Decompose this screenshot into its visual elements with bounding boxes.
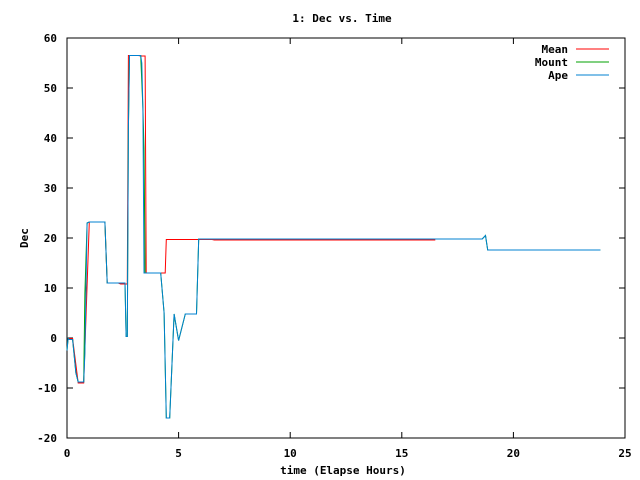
chart-title: 1: Dec vs. Time bbox=[292, 12, 392, 25]
x-tick-label: 25 bbox=[618, 447, 631, 460]
series-line-ape bbox=[66, 55, 601, 419]
plot-frame bbox=[66, 37, 626, 439]
series-lines bbox=[66, 55, 601, 419]
y-tick-label: -10 bbox=[37, 382, 57, 395]
legend-label: Ape bbox=[548, 69, 568, 82]
y-axis: -20 -10 0 10 20 30 40 50 60 bbox=[37, 32, 625, 445]
y-tick-label: 30 bbox=[44, 182, 57, 195]
y-tick-label: 50 bbox=[44, 82, 57, 95]
x-tick-label: 15 bbox=[395, 447, 408, 460]
x-axis: 0 5 10 15 20 25 bbox=[64, 38, 632, 460]
legend-label: Mean bbox=[542, 43, 569, 56]
x-tick-label: 20 bbox=[507, 447, 520, 460]
y-tick-label: -20 bbox=[37, 432, 57, 445]
y-tick-label: 40 bbox=[44, 132, 57, 145]
x-tick-label: 10 bbox=[284, 447, 297, 460]
x-tick-label: 0 bbox=[64, 447, 71, 460]
y-tick-label: 60 bbox=[44, 32, 57, 45]
x-axis-label: time (Elapse Hours) bbox=[280, 464, 406, 477]
y-axis-label: Dec bbox=[18, 228, 31, 248]
y-tick-label: 0 bbox=[50, 332, 57, 345]
plot-area bbox=[66, 37, 626, 439]
x-tick-label: 5 bbox=[175, 447, 182, 460]
legend-label: Mount bbox=[535, 56, 568, 69]
y-tick-label: 20 bbox=[44, 232, 57, 245]
y-tick-label: 10 bbox=[44, 282, 57, 295]
series-line-mount bbox=[66, 55, 601, 419]
series-line-mean bbox=[68, 55, 436, 384]
